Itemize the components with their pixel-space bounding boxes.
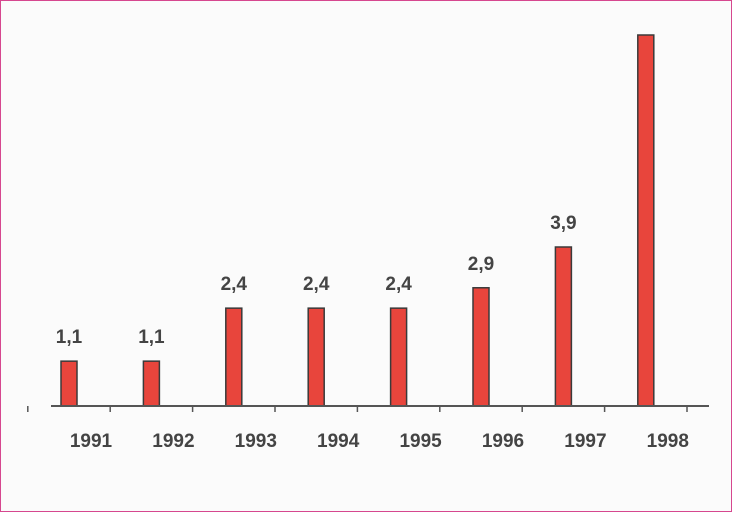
tick-label-1991: 1991 <box>70 431 113 452</box>
bar-1993 <box>225 307 243 407</box>
tick-label-1995: 1995 <box>399 431 442 452</box>
tick-label-1997: 1997 <box>564 431 606 452</box>
tick-label-1998: 1998 <box>647 431 689 452</box>
data-labels-group: 1,1 1,1 2,4 2,4 2,4 2,9 3,9 <box>56 213 577 348</box>
tick-label-1993: 1993 <box>235 431 277 452</box>
bars-group <box>60 34 655 407</box>
bar-1994 <box>307 307 325 407</box>
tick-label-1994: 1994 <box>317 431 360 452</box>
bar-1995 <box>389 307 408 407</box>
data-label-1997: 3,9 <box>550 213 576 234</box>
bar-1996 <box>472 287 490 407</box>
bar-1997 <box>554 246 573 407</box>
tick-label-1996: 1996 <box>482 431 524 452</box>
x-axis-ticks-group <box>27 406 688 412</box>
bar-1992 <box>142 360 161 407</box>
x-axis-tick-labels-group: 1991 1992 1993 1994 1995 1996 1997 1998 <box>70 431 689 452</box>
data-label-1995: 2,4 <box>385 274 412 295</box>
data-label-1994: 2,4 <box>303 274 330 295</box>
data-label-1996: 2,9 <box>468 254 494 275</box>
bar-1998 <box>637 34 655 407</box>
bar-1991 <box>60 360 78 407</box>
tick-label-1992: 1992 <box>152 431 194 452</box>
data-label-1993: 2,4 <box>221 274 248 295</box>
data-label-1991: 1,1 <box>56 327 83 348</box>
data-label-1992: 1,1 <box>138 327 165 348</box>
